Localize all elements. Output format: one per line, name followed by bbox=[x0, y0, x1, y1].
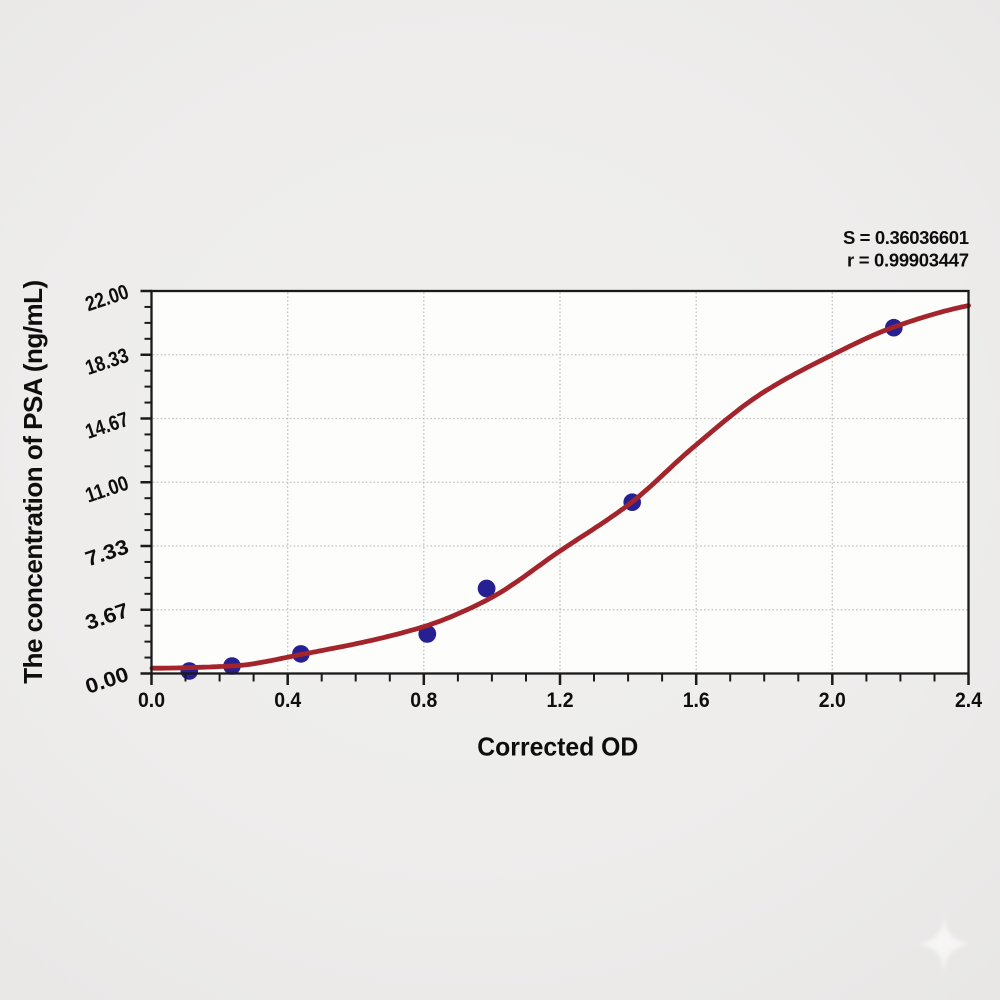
svg-text:22.00: 22.00 bbox=[83, 280, 132, 316]
svg-text:1.6: 1.6 bbox=[683, 689, 710, 712]
svg-text:Corrected OD: Corrected OD bbox=[477, 732, 638, 762]
svg-text:0.4: 0.4 bbox=[274, 689, 301, 712]
svg-text:The concentration of PSA (ng/m: The concentration of PSA (ng/mL) bbox=[18, 280, 48, 684]
svg-text:0.0: 0.0 bbox=[138, 689, 165, 712]
svg-text:r = 0.99903447: r = 0.99903447 bbox=[847, 250, 969, 271]
svg-text:2.0: 2.0 bbox=[819, 689, 846, 712]
svg-text:14.67: 14.67 bbox=[83, 408, 132, 444]
svg-text:7.33: 7.33 bbox=[83, 535, 132, 571]
svg-text:3.67: 3.67 bbox=[83, 599, 132, 635]
svg-text:18.33: 18.33 bbox=[83, 344, 132, 380]
svg-text:0.00: 0.00 bbox=[83, 663, 132, 699]
svg-text:2.4: 2.4 bbox=[955, 689, 982, 712]
svg-text:11.00: 11.00 bbox=[83, 472, 132, 508]
svg-text:S = 0.36036601: S = 0.36036601 bbox=[843, 227, 969, 248]
svg-text:0.8: 0.8 bbox=[410, 689, 437, 712]
svg-text:1.2: 1.2 bbox=[547, 689, 574, 712]
